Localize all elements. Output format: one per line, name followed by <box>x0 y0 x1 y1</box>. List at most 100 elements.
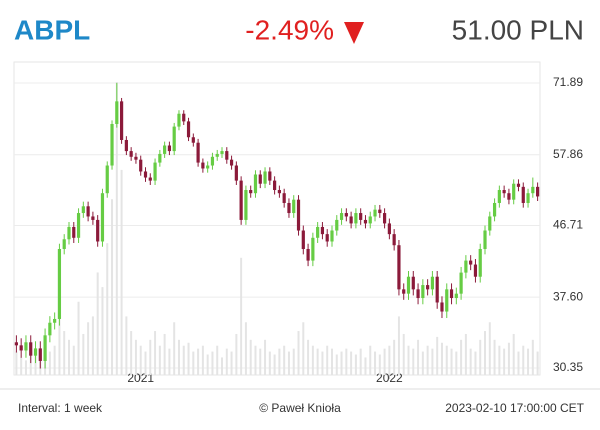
volume-bar <box>330 348 333 375</box>
volume-bar <box>216 345 219 375</box>
volume-bar <box>206 354 209 375</box>
volume-bar <box>469 348 472 375</box>
candle-body <box>354 213 358 224</box>
volume-bar <box>397 316 400 375</box>
candle-body <box>81 206 85 214</box>
volume-bar <box>91 316 94 375</box>
candle-body <box>478 248 482 277</box>
candle-body <box>402 289 406 294</box>
candle-body <box>440 302 444 312</box>
candle-body <box>57 248 62 319</box>
candle-body <box>139 159 143 172</box>
volume-bar <box>417 339 420 375</box>
volume-bar <box>507 342 510 375</box>
price: 51.00 PLN <box>452 14 584 45</box>
volume-bar <box>321 351 324 375</box>
symbol: ABPL <box>14 14 90 45</box>
volume-bar <box>125 316 128 375</box>
volume-bar <box>120 169 123 375</box>
volume-bar <box>77 301 80 375</box>
volume-bar <box>20 357 23 375</box>
candle-body <box>196 142 200 163</box>
volume-bar <box>240 257 243 375</box>
candle-body <box>191 137 195 143</box>
volume-bar <box>488 322 491 375</box>
volume-bar <box>474 351 477 375</box>
candle-body <box>282 193 286 203</box>
candle-body <box>215 153 219 157</box>
candle-body <box>339 213 344 220</box>
candle-body <box>296 199 301 231</box>
plot-frame <box>13 61 541 376</box>
candle-body <box>62 239 66 249</box>
volume-bar <box>350 351 353 375</box>
y-tick-label: 57.86 <box>553 147 583 161</box>
volume-bar <box>326 345 329 375</box>
candle-body <box>206 165 210 169</box>
candle-body <box>531 186 535 194</box>
candle-body <box>435 276 439 303</box>
candle-body <box>492 202 497 217</box>
candle-body <box>406 276 411 294</box>
candle-body <box>158 153 162 163</box>
volume-bar <box>154 331 157 375</box>
volume-bar <box>201 345 204 375</box>
volume-bar <box>412 348 415 375</box>
volume-bar <box>402 333 405 375</box>
interval: Interval: 1 week <box>18 401 103 415</box>
volume-bar <box>302 322 305 375</box>
volume-bar <box>383 348 386 375</box>
volume-bar <box>221 357 224 375</box>
candle-body <box>287 202 291 214</box>
candle-body <box>177 113 181 127</box>
candle-body <box>105 165 109 194</box>
volume-bar <box>431 348 434 375</box>
candle-body <box>464 260 468 273</box>
volume-bar <box>436 336 439 375</box>
candle-body <box>445 289 449 312</box>
candle-body <box>292 199 296 214</box>
candle-body <box>397 245 401 290</box>
candle-body <box>38 348 42 361</box>
volume-bar <box>335 354 338 375</box>
volume-bar <box>144 351 147 375</box>
volume-bar <box>134 339 137 375</box>
volume-bar <box>264 339 267 375</box>
volume-bar <box>177 339 180 375</box>
candle-body <box>392 234 396 246</box>
volume-bar <box>522 345 525 375</box>
candle-body <box>110 123 114 166</box>
timestamp: 2023-02-10 17:00:00 CET <box>445 401 584 415</box>
candle-body <box>469 260 473 265</box>
candle-body <box>273 180 277 191</box>
volume-bar <box>192 351 195 375</box>
candle-body <box>330 230 334 242</box>
candle-body <box>335 219 339 231</box>
volume-bar <box>101 287 104 375</box>
candle-body <box>220 151 224 154</box>
candle-body <box>253 174 258 194</box>
volume-bar <box>393 339 396 375</box>
candle-body <box>210 156 215 166</box>
candle-body <box>115 101 119 124</box>
volume-bar <box>58 287 61 375</box>
candle-body <box>163 145 167 154</box>
y-tick-label: 71.89 <box>553 75 583 89</box>
volume-bar <box>460 339 463 375</box>
candle-body <box>143 171 148 178</box>
volume-bar <box>493 339 496 375</box>
candle-body <box>234 165 238 181</box>
volume-bar <box>297 331 300 375</box>
volume-bar <box>168 348 171 375</box>
volume-bar <box>479 339 482 375</box>
candle-body <box>124 139 128 152</box>
volume-bar <box>48 351 51 375</box>
volume-bar <box>173 322 176 375</box>
candle-body <box>349 216 353 224</box>
candle-body <box>521 186 525 203</box>
volume-bar <box>455 351 458 375</box>
candle-body <box>373 209 377 217</box>
x-tick-label: 2022 <box>376 371 403 385</box>
volume-bar <box>278 348 281 375</box>
